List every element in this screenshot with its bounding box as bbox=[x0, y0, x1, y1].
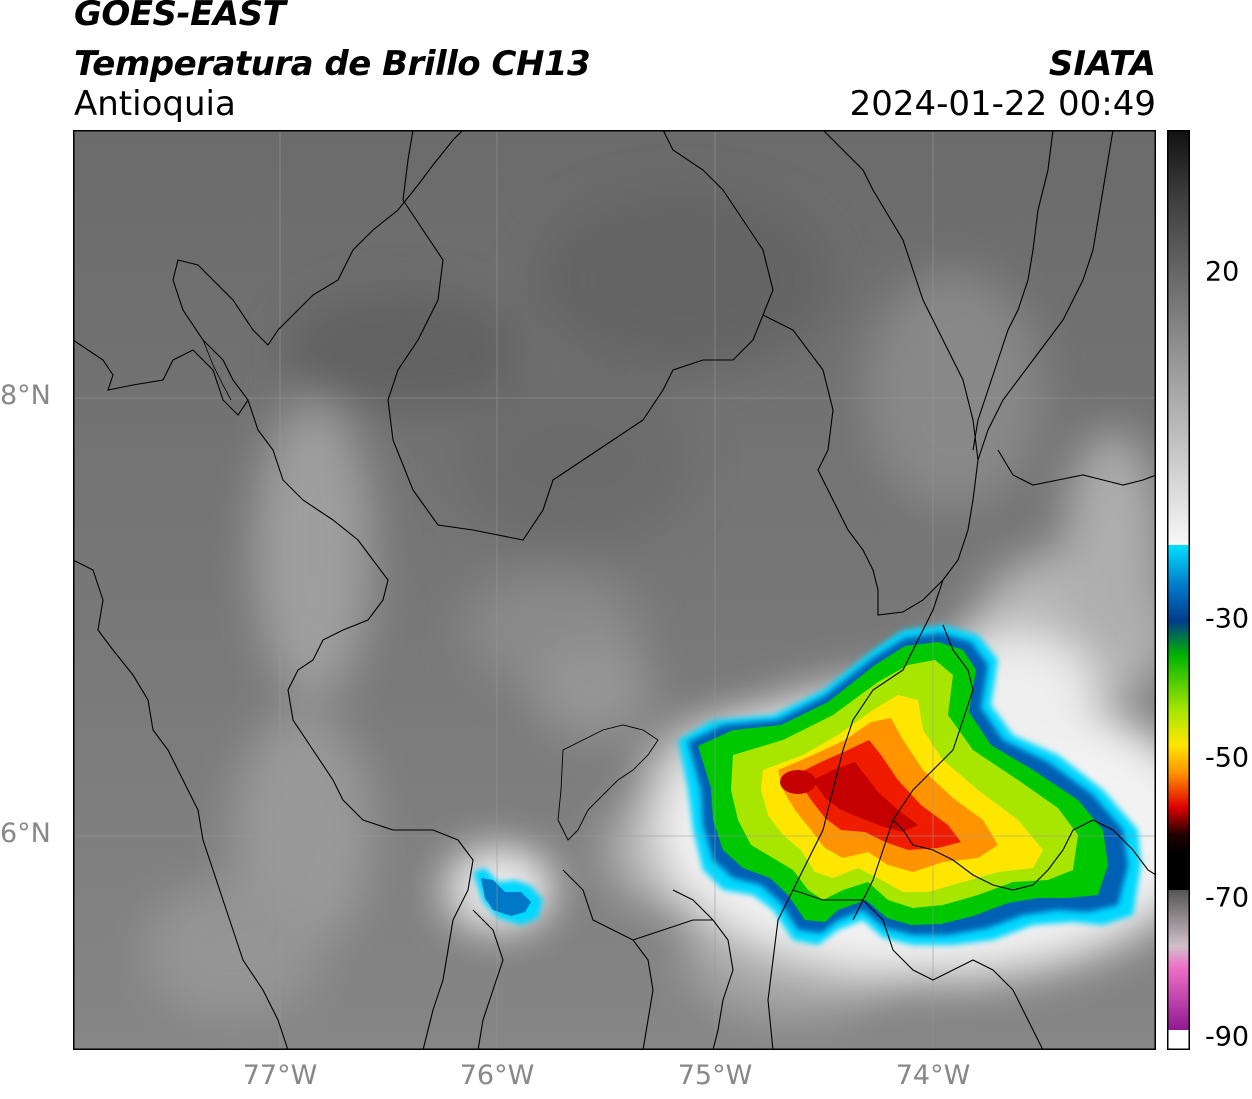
colorbar-tick-minus30: -30 bbox=[1205, 603, 1250, 635]
border-bolivar bbox=[762, 130, 979, 616]
small-cloud-blue bbox=[481, 878, 531, 916]
colorbar-tick-20: 20 bbox=[1205, 256, 1240, 288]
lat-label-6n: 6°N bbox=[0, 818, 51, 849]
border-magdalena bbox=[972, 130, 1054, 451]
coastline-pacific bbox=[73, 559, 289, 1050]
border-cundinamarca bbox=[892, 819, 1156, 891]
border-tolima bbox=[792, 889, 1044, 1050]
border-cordoba bbox=[387, 130, 774, 541]
lon-label-75w: 75°W bbox=[677, 1060, 753, 1091]
boundaries bbox=[73, 130, 1156, 1050]
border-south-lines bbox=[472, 909, 504, 1050]
lat-label-8n: 8°N bbox=[0, 380, 51, 411]
map-frame bbox=[73, 130, 1156, 1050]
colorbar-tick-minus50: -50 bbox=[1205, 742, 1250, 774]
border-santander bbox=[977, 130, 1114, 461]
coastline-north bbox=[73, 130, 464, 416]
colorbar bbox=[1167, 130, 1190, 1050]
region-title: Antioquia bbox=[74, 84, 236, 124]
river-atrato bbox=[202, 339, 232, 401]
cloud-contour-darkred bbox=[813, 762, 918, 832]
lon-label-76w: 76°W bbox=[459, 1060, 535, 1091]
border-boyaca bbox=[767, 579, 944, 1050]
border-choco-antioquia bbox=[247, 399, 474, 1050]
datetime-label: 2024-01-22 00:49 bbox=[849, 84, 1156, 124]
border-risaralda bbox=[672, 889, 734, 1050]
lon-label-74w: 74°W bbox=[895, 1060, 971, 1091]
cloud-core-west bbox=[780, 770, 816, 794]
organization-label: SIATA bbox=[1048, 44, 1156, 84]
satellite-map[interactable] bbox=[73, 130, 1156, 1050]
satellite-title: GOES-EAST bbox=[74, 0, 286, 34]
graticule bbox=[73, 130, 1156, 1050]
border-east bbox=[997, 449, 1156, 486]
product-title: Temperatura de Brillo CH13 bbox=[74, 44, 591, 84]
convective-cloud bbox=[473, 625, 1141, 945]
lon-label-77w: 77°W bbox=[242, 1060, 318, 1091]
border-santander-south bbox=[852, 624, 974, 921]
border-quindio bbox=[632, 919, 713, 941]
border-small-enclave bbox=[557, 724, 659, 841]
colorbar-tick-minus70: -70 bbox=[1205, 882, 1250, 914]
colorbar-tick-minus90: -90 bbox=[1205, 1021, 1250, 1053]
